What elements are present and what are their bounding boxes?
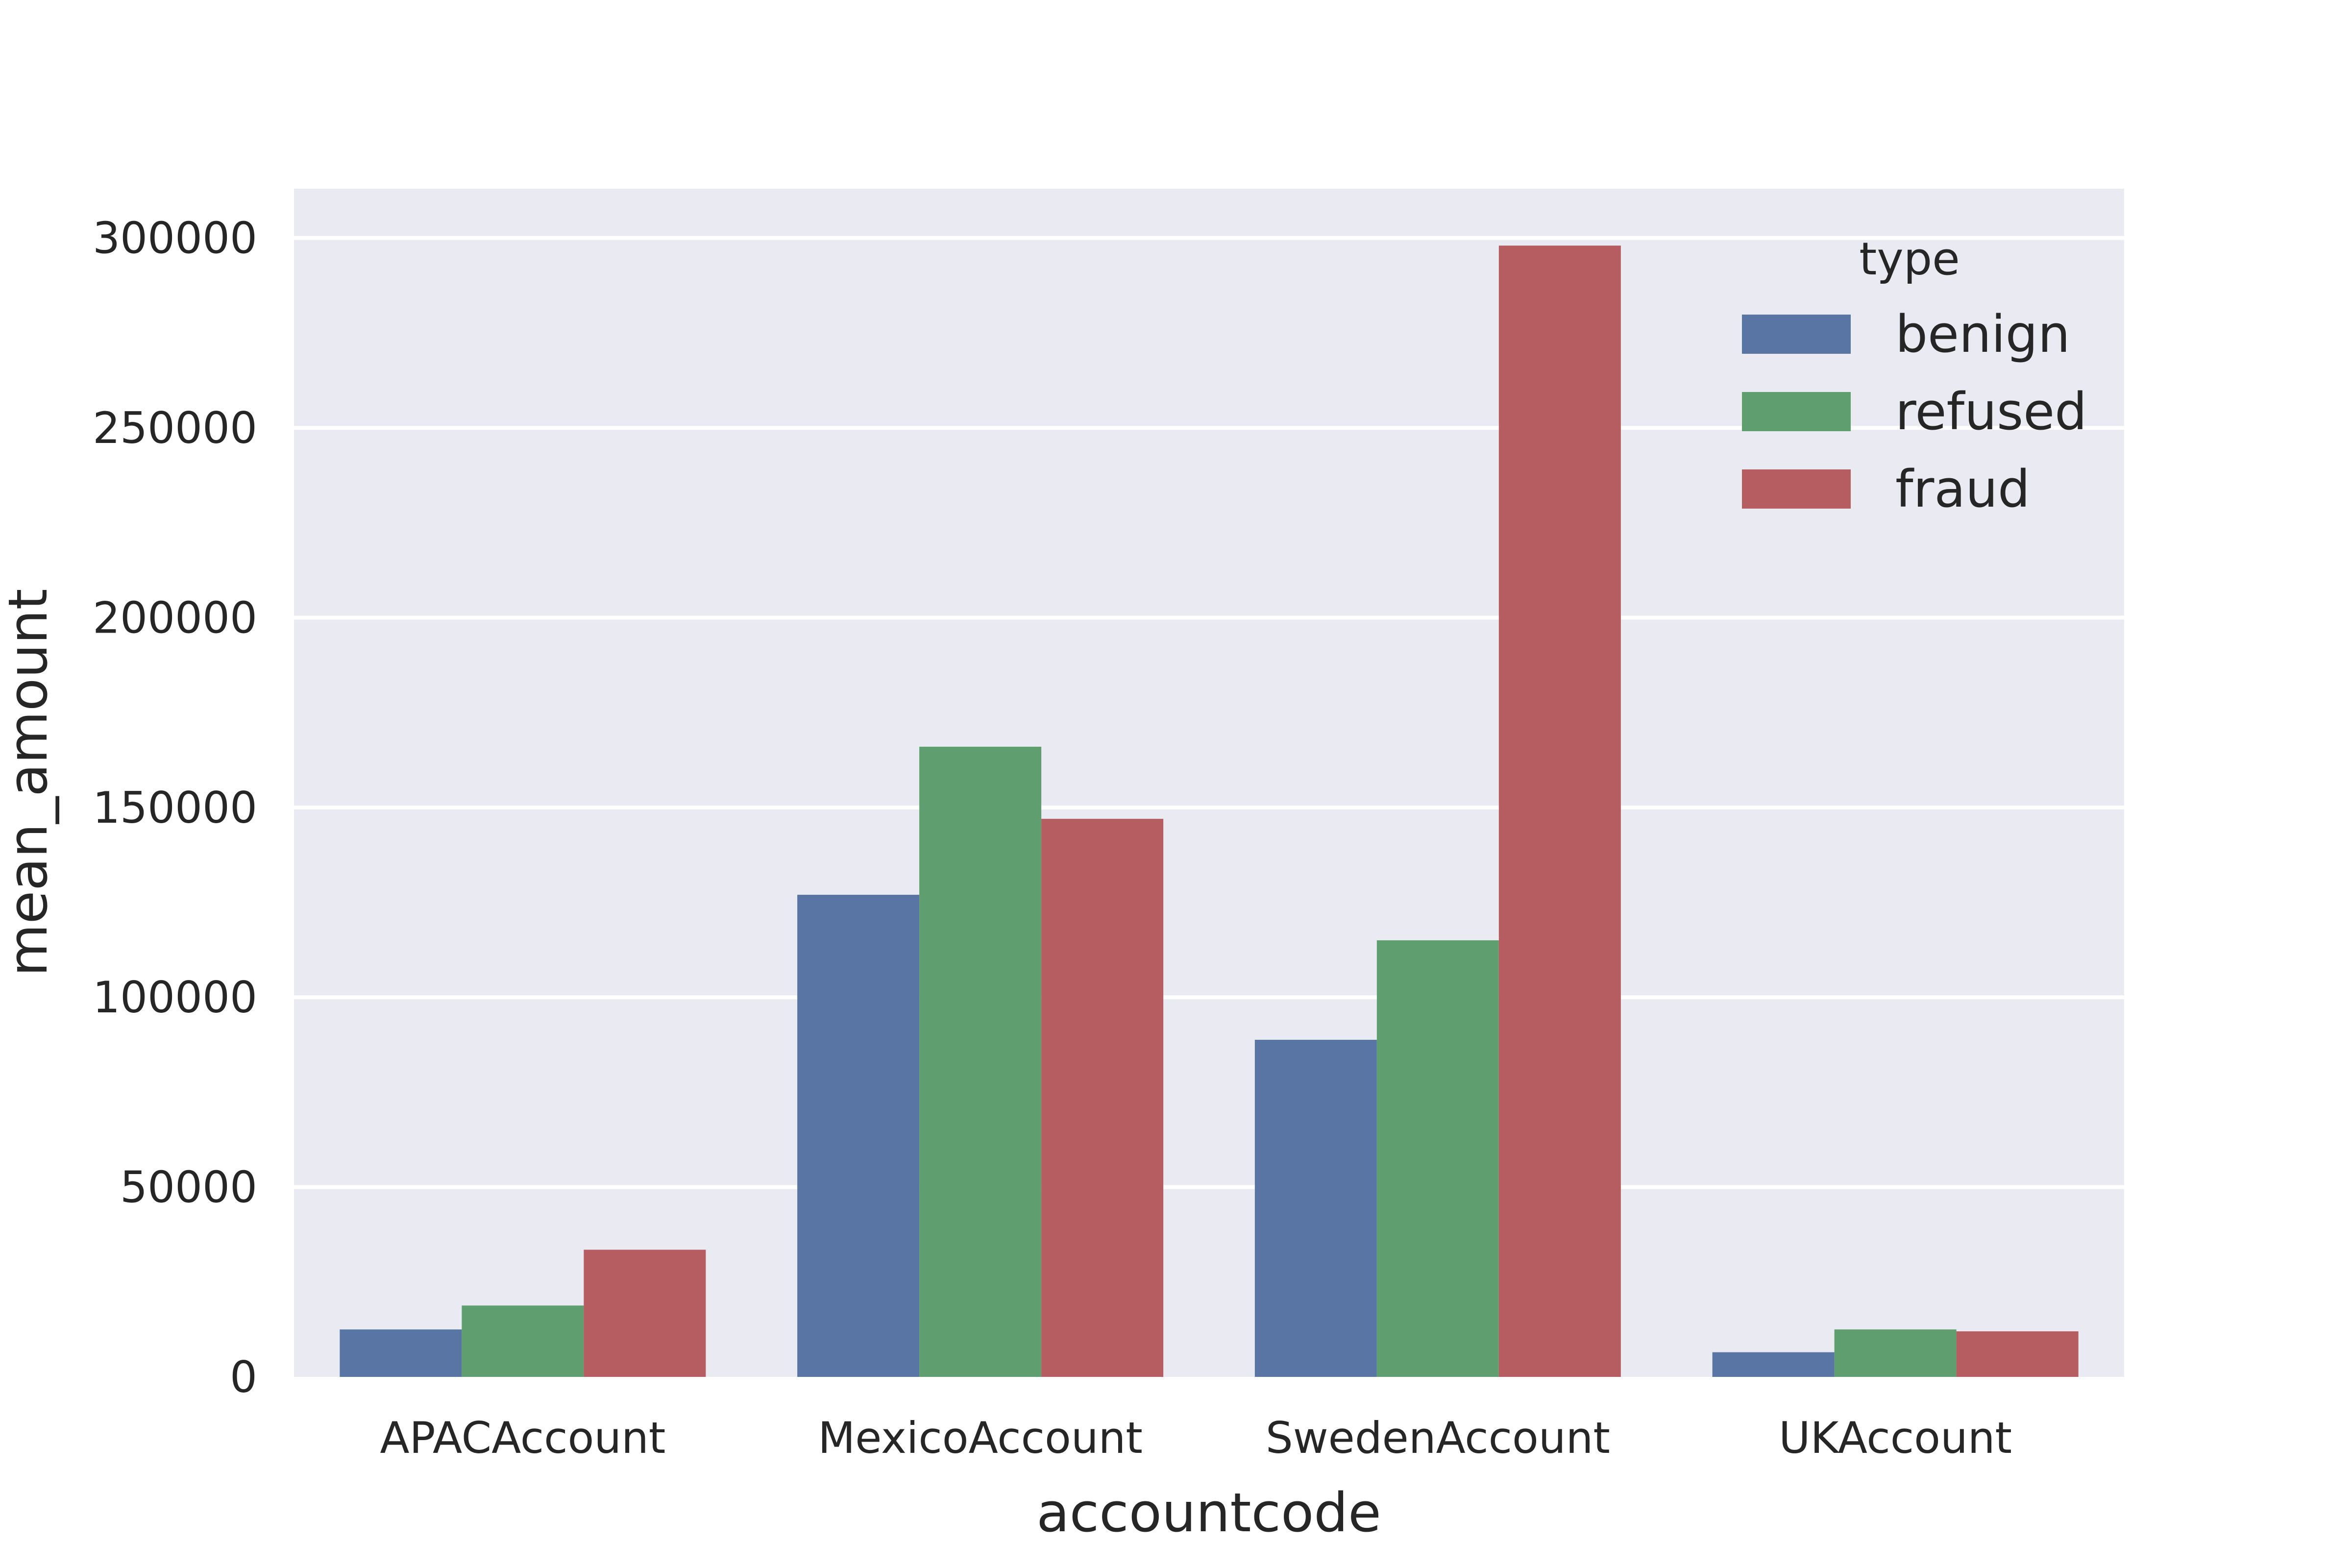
bar-fraud-SwedenAccount — [1498, 245, 1621, 1377]
bar-fraud-MexicoAccount — [1041, 819, 1164, 1377]
legend-label-fraud: fraud — [1895, 459, 2030, 519]
legend-label-benign: benign — [1895, 304, 2070, 364]
bar-benign-SwedenAccount — [1254, 1040, 1377, 1377]
legend: type benign refused fraud — [1742, 233, 2087, 519]
y-tick-label: 150000 — [93, 783, 257, 833]
bars — [340, 245, 2079, 1377]
y-tick-label: 200000 — [93, 592, 257, 643]
bar-benign-MexicoAccount — [797, 895, 920, 1377]
x-tick-label: MexicoAccount — [818, 1413, 1143, 1463]
legend-swatch-refused — [1742, 392, 1851, 431]
bar-refused-UKAccount — [1834, 1329, 1957, 1377]
x-tick-label: SwedenAccount — [1266, 1413, 1610, 1463]
bar-benign-UKAccount — [1712, 1352, 1835, 1377]
bar-fraud-APACAccount — [584, 1250, 706, 1377]
legend-label-refused: refused — [1895, 382, 2087, 441]
legend-swatch-fraud — [1742, 469, 1851, 509]
y-tick-label: 300000 — [93, 213, 257, 264]
x-axis-label: accountcode — [1036, 1481, 1381, 1544]
bar-refused-APACAccount — [462, 1305, 584, 1377]
x-tick-label: APACAccount — [380, 1413, 665, 1463]
bar-refused-SwedenAccount — [1376, 940, 1499, 1377]
y-tick-label: 100000 — [93, 972, 257, 1023]
y-tick-label: 0 — [230, 1352, 257, 1402]
legend-swatch-benign — [1742, 315, 1851, 354]
x-tick-label: UKAccount — [1779, 1413, 2012, 1463]
bar-benign-APACAccount — [340, 1329, 462, 1377]
x-axis-ticks: APACAccount MexicoAccount SwedenAccount UKA… — [380, 1413, 2012, 1463]
bar-fraud-UKAccount — [1956, 1331, 2079, 1377]
y-axis-ticks: 0 50000 100000 150000 200000 250000 300000 — [93, 213, 257, 1402]
y-axis-label: mean_amount — [0, 588, 59, 976]
bar-refused-MexicoAccount — [919, 746, 1042, 1377]
y-tick-label: 250000 — [93, 403, 257, 453]
plot-area — [294, 189, 2124, 1377]
grid-lines — [294, 236, 2124, 1189]
y-tick-label: 50000 — [120, 1162, 257, 1213]
legend-title: type — [1859, 233, 1960, 285]
